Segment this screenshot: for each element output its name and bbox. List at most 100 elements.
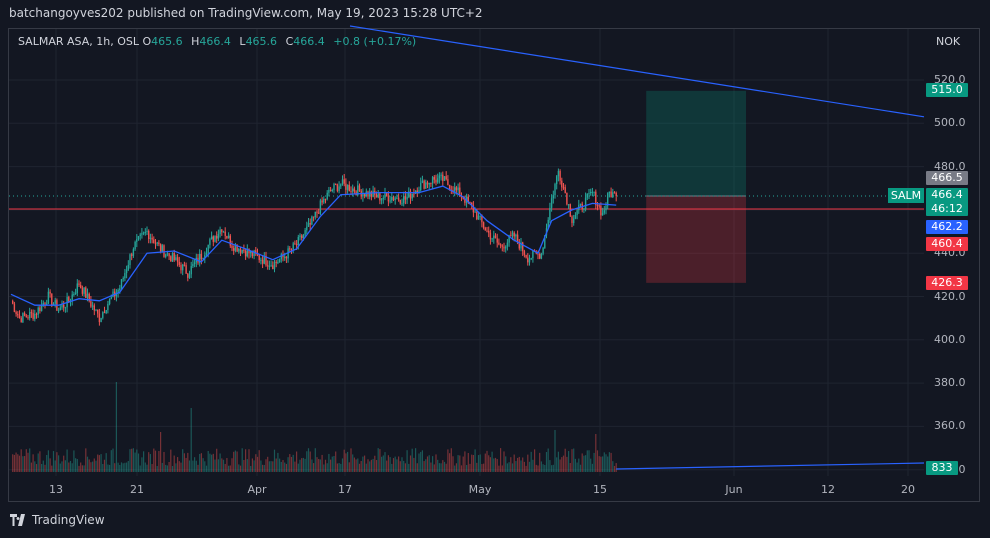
- candle-body: [149, 237, 152, 239]
- horizontal-level[interactable]: [9, 195, 924, 210]
- volume-bar: [579, 464, 582, 472]
- volume-bar: [76, 459, 78, 472]
- candle-body: [338, 186, 340, 191]
- volume-bar: [408, 463, 410, 472]
- volume-bar: [593, 452, 595, 472]
- candle-body: [139, 234, 141, 236]
- candle-body: [375, 194, 378, 198]
- chart-frame[interactable]: [8, 28, 980, 502]
- candle-body: [426, 182, 429, 185]
- candle-body: [464, 198, 466, 203]
- volume-bar: [401, 457, 403, 472]
- candle-body: [22, 313, 24, 323]
- candle-body: [591, 191, 594, 193]
- volume-bar: [231, 458, 233, 472]
- volume-bar: [535, 464, 537, 472]
- volume-bar: [90, 462, 92, 472]
- volume-bar: [420, 451, 422, 472]
- candle-body: [115, 292, 118, 297]
- volume-bar: [163, 451, 165, 472]
- candle-body: [156, 242, 158, 244]
- candle-body: [25, 315, 27, 318]
- volume-bar: [114, 463, 116, 472]
- y-tick-label: 520.0: [934, 73, 966, 86]
- candle-body: [71, 294, 73, 301]
- candle-body: [382, 197, 384, 199]
- volume-bar: [86, 456, 89, 472]
- candle-body: [435, 179, 437, 183]
- volume-bar: [517, 457, 519, 472]
- candle-body: [326, 192, 328, 200]
- candle-body: [370, 191, 373, 197]
- candle-body: [494, 235, 497, 239]
- candle-body: [501, 245, 503, 247]
- volume-bar: [603, 452, 605, 472]
- candle-body: [350, 191, 352, 193]
- volume-bar: [384, 452, 386, 472]
- trendline[interactable]: [349, 25, 925, 118]
- volume-bar: [17, 454, 19, 472]
- volume-bar: [562, 455, 565, 472]
- candle-body: [280, 254, 282, 260]
- candle-body: [93, 305, 95, 311]
- candle-body: [180, 264, 182, 271]
- volume-bar: [437, 459, 439, 472]
- candle-body: [418, 190, 420, 193]
- candle-body: [241, 249, 243, 253]
- volume-bar: [209, 453, 211, 472]
- currency-label: NOK: [936, 35, 961, 48]
- volume-bar: [88, 459, 90, 472]
- profit-zone: [646, 90, 746, 197]
- volume-bar: [396, 459, 398, 472]
- volume-bar: [117, 462, 119, 472]
- candle-body: [513, 232, 515, 237]
- candle-body: [601, 212, 604, 216]
- candle-body: [523, 251, 526, 255]
- candle-body: [413, 193, 415, 195]
- candle-body: [161, 245, 163, 252]
- volume-bar: [61, 461, 63, 472]
- y-tick-label: 360.0: [934, 419, 966, 433]
- candle-body: [520, 242, 522, 249]
- volume-bar: [466, 464, 468, 472]
- volume-bar: [25, 449, 27, 472]
- candle-body: [312, 216, 315, 218]
- candle-body: [212, 236, 214, 242]
- x-tick-label: Apr: [247, 483, 267, 496]
- candle-body: [90, 301, 92, 307]
- volume-bar: [24, 456, 26, 472]
- volume-bar: [433, 464, 435, 472]
- volume-bar: [275, 458, 277, 472]
- volume-bar: [270, 461, 272, 472]
- volume-bar: [134, 452, 136, 472]
- volume-bar: [296, 451, 298, 472]
- volume-bar: [588, 450, 590, 472]
- candle-body: [583, 208, 585, 210]
- candle-body: [301, 235, 303, 239]
- candle-body: [108, 298, 111, 304]
- candle-body: [311, 216, 313, 225]
- volume-bar: [32, 454, 34, 472]
- volume-bar: [387, 455, 389, 472]
- volume-bar: [197, 464, 199, 472]
- volume-bar: [216, 448, 218, 472]
- volume-bar: [245, 449, 247, 472]
- volume-bar: [146, 464, 148, 472]
- candle-body: [544, 235, 546, 248]
- candle-body: [423, 180, 425, 189]
- candle-body: [47, 291, 50, 304]
- volume-bar: [345, 453, 347, 472]
- candle-body: [170, 256, 172, 262]
- volume-bar: [353, 457, 355, 472]
- volume-bar: [228, 465, 230, 472]
- candle-body: [399, 199, 401, 204]
- candle-body: [182, 264, 184, 271]
- volume-bar: [365, 463, 367, 472]
- volume-bar: [63, 455, 65, 472]
- volume-bar: [103, 459, 106, 472]
- candle-body: [270, 265, 272, 267]
- volume-bar: [462, 456, 464, 472]
- volume-bar: [600, 456, 602, 472]
- long-position-tool[interactable]: [646, 90, 746, 283]
